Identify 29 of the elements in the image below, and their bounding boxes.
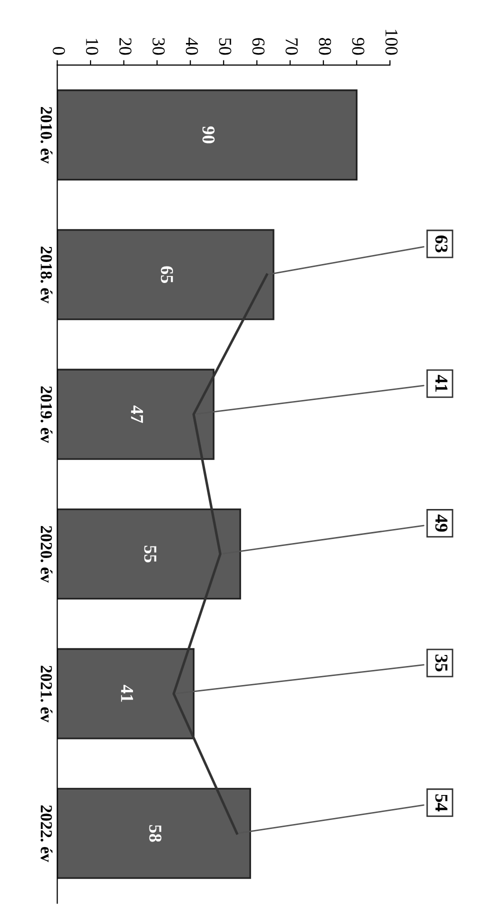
y-tick-label: 2021. év xyxy=(40,666,52,722)
data-label: 55 xyxy=(144,546,156,562)
y-tick-label: 2010. év xyxy=(40,106,52,164)
bar xyxy=(57,89,358,180)
data-label: 49 xyxy=(435,514,448,532)
y-tick-label: 2022. év xyxy=(40,805,52,862)
data-label: 41 xyxy=(121,684,134,702)
y-tick-label: 2019. év xyxy=(40,386,52,444)
x-tick-label: 30 xyxy=(152,38,165,55)
data-label: 63 xyxy=(435,236,448,252)
x-tick-label: 80 xyxy=(318,38,332,55)
data-label: 47 xyxy=(131,406,143,423)
x-tick-label: 0 xyxy=(52,47,65,55)
data-label: 41 xyxy=(435,374,448,392)
y-tick-label: 2020. év xyxy=(40,526,52,583)
data-label: 65 xyxy=(160,266,173,284)
x-tick-label: 10 xyxy=(86,38,98,55)
data-label: 58 xyxy=(149,825,162,842)
data-label: 90 xyxy=(202,126,215,144)
x-tick-label: 70 xyxy=(286,38,298,55)
data-label: 35 xyxy=(435,654,448,672)
x-tick-label: 90 xyxy=(352,38,364,55)
x-tick-label: 40 xyxy=(186,38,198,55)
x-tick-label: 100 xyxy=(385,30,398,55)
x-tick-label: 50 xyxy=(219,38,232,55)
x-tick-label: 60 xyxy=(252,38,265,55)
x-tick-label: 20 xyxy=(119,38,132,55)
y-tick-label: 2018. év xyxy=(40,246,52,304)
data-label: 54 xyxy=(435,794,448,812)
